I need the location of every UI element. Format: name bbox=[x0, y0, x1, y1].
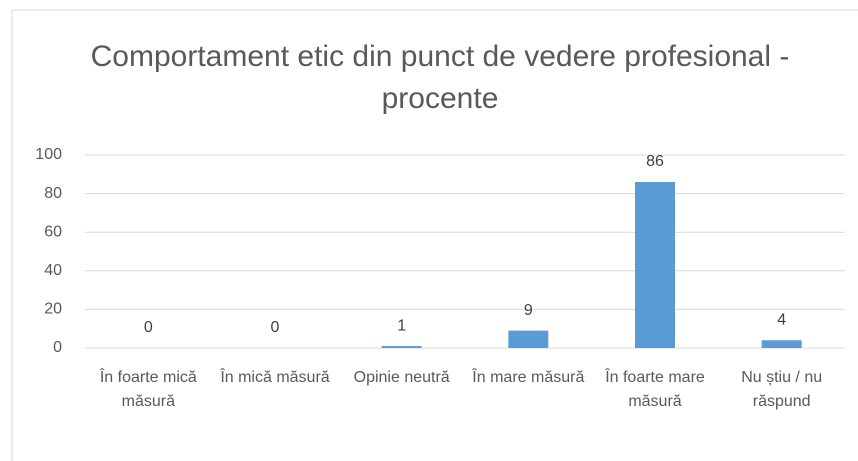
y-tick-label: 80 bbox=[44, 185, 62, 202]
data-label: 9 bbox=[524, 302, 533, 319]
y-tick-label: 0 bbox=[53, 339, 62, 356]
data-label: 4 bbox=[777, 311, 786, 328]
data-label: 0 bbox=[271, 319, 280, 336]
bar bbox=[635, 182, 675, 348]
chart-title: Comportament etic din punct de vedere pr… bbox=[90, 40, 790, 115]
data-label: 0 bbox=[144, 319, 153, 336]
bar bbox=[508, 330, 549, 348]
data-label: 1 bbox=[397, 317, 406, 334]
chart-border bbox=[11, 9, 858, 461]
y-tick-label: 40 bbox=[44, 262, 62, 279]
y-tick-label: 20 bbox=[44, 301, 62, 318]
x-tick-label: Nu știu / nu răspund bbox=[741, 369, 823, 410]
x-tick-label: În foarte mare măsură bbox=[605, 369, 705, 410]
y-tick-label: 100 bbox=[35, 146, 62, 163]
y-tick-label: 60 bbox=[44, 223, 62, 240]
data-label: 86 bbox=[646, 153, 664, 170]
x-tick-label: În mică măsură bbox=[220, 369, 330, 386]
x-tick-label: În foarte mică măsură bbox=[99, 369, 197, 410]
x-tick-label: În mare măsură bbox=[472, 369, 585, 386]
bar bbox=[381, 346, 422, 348]
x-tick-label: Opinie neutră bbox=[353, 369, 450, 386]
bar bbox=[761, 340, 802, 348]
